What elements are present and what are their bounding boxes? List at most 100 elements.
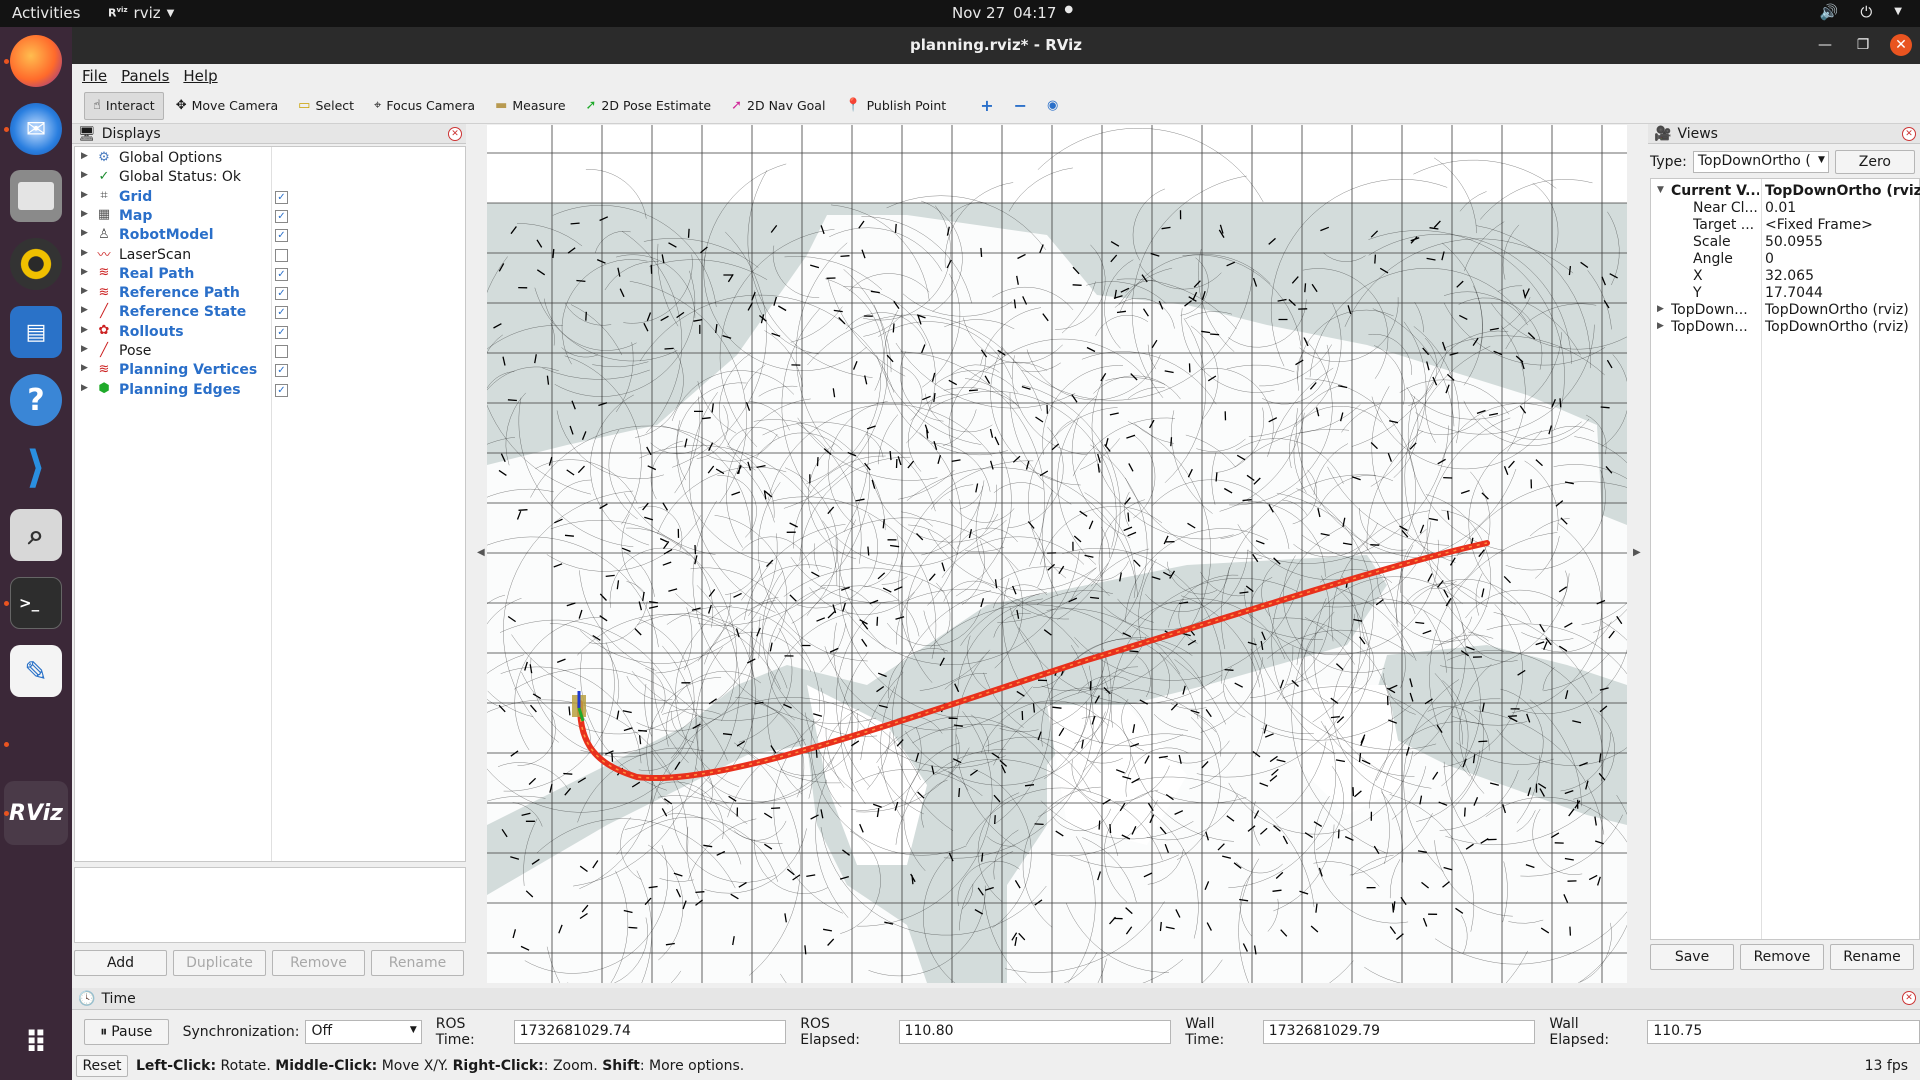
- search-icon[interactable]: ⌕: [10, 509, 62, 561]
- view-property-row[interactable]: Angle 0: [1651, 251, 1919, 268]
- expand-arrow-icon[interactable]: ▶: [81, 189, 88, 200]
- expand-arrow-icon[interactable]: ▶: [81, 208, 88, 219]
- display-item[interactable]: ▶ ⌗ Grid ✓: [75, 188, 465, 207]
- display-item[interactable]: ▶ ≋ Planning Vertices ✓: [75, 361, 465, 380]
- expand-arrow-icon[interactable]: ▶: [81, 151, 88, 161]
- close-icon[interactable]: ✕: [1902, 127, 1916, 141]
- view-property-row[interactable]: ▶ TopDown... TopDownOrtho (rviz): [1651, 302, 1919, 319]
- minimize-icon[interactable]: —: [1818, 37, 1832, 53]
- tool-publish-point[interactable]: 📍 Publish Point: [837, 92, 954, 120]
- display-enable-checkbox[interactable]: [275, 345, 288, 358]
- tool-focus-camera[interactable]: ⌖ Focus Camera: [366, 92, 483, 120]
- close-icon[interactable]: ✕: [448, 127, 462, 141]
- display-item[interactable]: ▶ ♙ RobotModel ✓: [75, 226, 465, 245]
- reset-button[interactable]: Reset: [76, 1055, 128, 1077]
- activities-button[interactable]: Activities: [12, 4, 81, 22]
- expand-arrow-icon[interactable]: ▶: [81, 305, 88, 316]
- clock[interactable]: Nov 27 04:17 ●: [952, 4, 1073, 22]
- tool-interact[interactable]: ☝ Interact: [84, 91, 164, 120]
- add-tool-button[interactable]: +: [972, 92, 1001, 120]
- display-enable-checkbox[interactable]: ✓: [275, 229, 288, 243]
- view-property-row[interactable]: X 32.065: [1651, 268, 1919, 285]
- display-item[interactable]: ▶ ⬢ Planning Edges ✓: [75, 381, 465, 400]
- view-property-row[interactable]: ▼ Current V... TopDownOrtho (rviz): [1651, 183, 1920, 200]
- expand-arrow-icon[interactable]: ▶: [81, 363, 88, 374]
- duplicate-display-button[interactable]: Duplicate: [173, 950, 266, 976]
- view-property-row[interactable]: Near Cl... 0.01: [1651, 200, 1919, 217]
- tool-2d-pose-estimate[interactable]: ➚ 2D Pose Estimate: [578, 92, 720, 120]
- expand-arrow-icon[interactable]: ▶: [81, 286, 88, 297]
- tool-select[interactable]: ▭ Select: [290, 92, 362, 120]
- tool-measure[interactable]: ▬ Measure: [487, 92, 573, 120]
- display-enable-checkbox[interactable]: ✓: [275, 287, 288, 301]
- display-item[interactable]: ▶ 〰 LaserScan: [75, 246, 465, 265]
- app-menu[interactable]: Rviz rviz ▼: [108, 4, 174, 22]
- remove-view-button[interactable]: Remove: [1740, 944, 1824, 970]
- writer-icon[interactable]: ▤: [10, 306, 62, 358]
- system-tray[interactable]: 🔊 ⏻ ▼: [1820, 3, 1902, 21]
- expand-arrow-icon[interactable]: ▶: [81, 382, 88, 393]
- rhythmbox-icon[interactable]: [10, 238, 62, 290]
- view-property-row[interactable]: Target ... <Fixed Frame>: [1651, 217, 1919, 234]
- app-grid-icon[interactable]: ⠿: [24, 1025, 48, 1061]
- collapse-left-icon[interactable]: ◀: [477, 547, 485, 558]
- vscode-icon[interactable]: ⟩: [25, 441, 47, 493]
- menu-file[interactable]: File: [82, 67, 108, 85]
- display-enable-checkbox[interactable]: ✓: [275, 267, 288, 281]
- display-item[interactable]: ▶ ⚙ Global Options: [75, 149, 465, 168]
- terminal-icon[interactable]: >_: [10, 577, 62, 629]
- display-item[interactable]: ▶ ╱ Pose: [75, 342, 465, 361]
- pause-button[interactable]: ⏸ Pause: [84, 1019, 169, 1045]
- tool-properties-button[interactable]: ◉: [1039, 92, 1066, 120]
- zero-button[interactable]: Zero: [1834, 150, 1915, 174]
- expand-arrow-icon[interactable]: ▶: [81, 247, 88, 258]
- chevron-down-icon[interactable]: ▼: [1894, 6, 1902, 17]
- view-property-row[interactable]: Y 17.7044: [1651, 285, 1919, 302]
- expand-arrow-icon[interactable]: ▶: [81, 266, 88, 277]
- volume-icon[interactable]: 🔊: [1819, 3, 1839, 21]
- maximize-icon[interactable]: ❐: [1856, 37, 1870, 53]
- thunderbird-icon[interactable]: ✉: [10, 103, 62, 155]
- menu-panels[interactable]: Panels: [121, 67, 170, 85]
- tool-move-camera[interactable]: ✥ Move Camera: [168, 92, 286, 120]
- remove-display-button[interactable]: Remove: [272, 950, 365, 976]
- display-enable-checkbox[interactable]: ✓: [275, 190, 288, 204]
- help-icon[interactable]: ?: [10, 374, 62, 426]
- display-enable-checkbox[interactable]: ✓: [275, 364, 288, 378]
- display-enable-checkbox[interactable]: [275, 248, 288, 262]
- title-bar[interactable]: planning.rviz* - RViz — ❐ ✕: [72, 27, 1920, 64]
- display-enable-checkbox[interactable]: ✓: [275, 325, 288, 339]
- expand-arrow-icon[interactable]: ▶: [81, 324, 88, 335]
- sync-select[interactable]: Off ▼: [305, 1020, 422, 1044]
- view-property-row[interactable]: ▶ TopDown... TopDownOrtho (rviz): [1651, 319, 1919, 336]
- text-editor-icon[interactable]: ✎: [10, 645, 62, 697]
- add-display-button[interactable]: Add: [74, 950, 167, 976]
- save-view-button[interactable]: Save: [1650, 944, 1734, 970]
- display-enable-checkbox[interactable]: ✓: [275, 383, 288, 397]
- display-enable-checkbox[interactable]: ✓: [275, 209, 288, 223]
- display-item[interactable]: ▶ ≋ Reference Path ✓: [75, 284, 465, 303]
- display-item[interactable]: ▶ ✿ Rollouts ✓: [75, 323, 465, 342]
- collapse-right-icon[interactable]: ▶: [1633, 547, 1641, 558]
- expand-arrow-icon[interactable]: ▶: [1657, 304, 1664, 314]
- view-property-row[interactable]: Scale 50.0955: [1651, 234, 1919, 251]
- tool-2d-nav-goal[interactable]: ➚ 2D Nav Goal: [723, 92, 833, 120]
- power-icon[interactable]: ⏻: [1860, 3, 1873, 21]
- render-viewport[interactable]: [487, 125, 1627, 983]
- display-enable-checkbox[interactable]: ✓: [275, 306, 288, 320]
- expand-arrow-icon[interactable]: ▶: [81, 228, 88, 239]
- close-icon[interactable]: ✕: [1902, 991, 1916, 1005]
- files-icon[interactable]: [10, 170, 62, 222]
- wall-elapsed-field[interactable]: 110.75: [1647, 1020, 1920, 1044]
- ros-elapsed-field[interactable]: 110.80: [898, 1020, 1172, 1044]
- display-item[interactable]: ▶ ╱ Reference State ✓: [75, 303, 465, 322]
- display-item[interactable]: ▶ ✓ Global Status: Ok: [75, 168, 465, 187]
- rename-view-button[interactable]: Rename: [1830, 944, 1914, 970]
- ros-time-field[interactable]: 1732681029.74: [513, 1020, 787, 1044]
- expand-arrow-icon[interactable]: ▶: [81, 344, 88, 354]
- rename-display-button[interactable]: Rename: [371, 950, 464, 976]
- display-item[interactable]: ▶ ≋ Real Path ✓: [75, 265, 465, 284]
- view-type-select[interactable]: TopDownOrtho ( ▼: [1692, 151, 1829, 173]
- expand-arrow-icon[interactable]: ▶: [81, 170, 88, 181]
- menu-help[interactable]: Help: [183, 67, 218, 85]
